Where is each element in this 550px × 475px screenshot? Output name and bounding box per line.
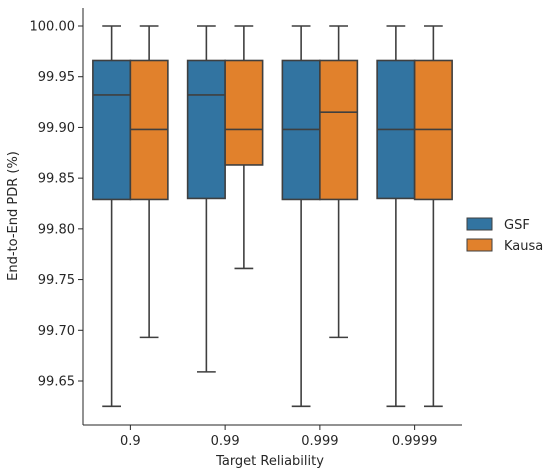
- y-tick-label: 99.90: [38, 121, 75, 136]
- x-tick-label: 0.99: [211, 434, 240, 449]
- y-tick-label: 99.85: [38, 172, 75, 187]
- iqr-box: [186, 59, 226, 200]
- legend: GSF Kausa: [466, 217, 543, 254]
- y-axis-title: End-to-End PDR (%): [6, 151, 21, 281]
- axes: [82, 8, 462, 426]
- boxes: [92, 25, 453, 408]
- legend-swatch-gsf: [466, 217, 493, 231]
- y-tick-label: 100.00: [30, 20, 76, 35]
- box-gsf-0.9999: [376, 25, 416, 408]
- iqr-box: [92, 59, 132, 201]
- y-tick-label: 99.65: [38, 375, 75, 390]
- box-gsf-0.999: [281, 25, 321, 408]
- box-gsf-0.99: [186, 25, 226, 373]
- x-axis-title: Target Reliability: [215, 454, 324, 469]
- legend-label-kausa: Kausa: [504, 239, 543, 254]
- iqr-box: [319, 59, 359, 201]
- box-kausa-0.99: [224, 25, 264, 270]
- box-kausa-0.9999: [413, 25, 453, 408]
- y-tick-label: 99.75: [38, 273, 75, 288]
- x-tick-label: 0.9999: [392, 434, 438, 449]
- box-gsf-0.9: [92, 25, 132, 408]
- x-ticks: 0.9 0.99 0.999 0.9999: [120, 425, 437, 449]
- legend-label-gsf: GSF: [504, 218, 530, 233]
- y-tick-label: 99.95: [38, 70, 75, 85]
- iqr-box: [224, 59, 264, 166]
- x-tick-label: 0.9: [120, 434, 141, 449]
- y-ticks: 99.65 99.70 99.75 99.80 99.85 99.90 99.95 100.0…: [30, 20, 83, 390]
- box-kausa-0.999: [319, 25, 359, 339]
- box-kausa-0.9: [129, 25, 169, 339]
- x-tick-label: 0.999: [301, 434, 338, 449]
- legend-swatch-kausa: [466, 238, 493, 252]
- y-tick-label: 99.80: [38, 222, 75, 237]
- y-tick-label: 99.70: [38, 324, 75, 339]
